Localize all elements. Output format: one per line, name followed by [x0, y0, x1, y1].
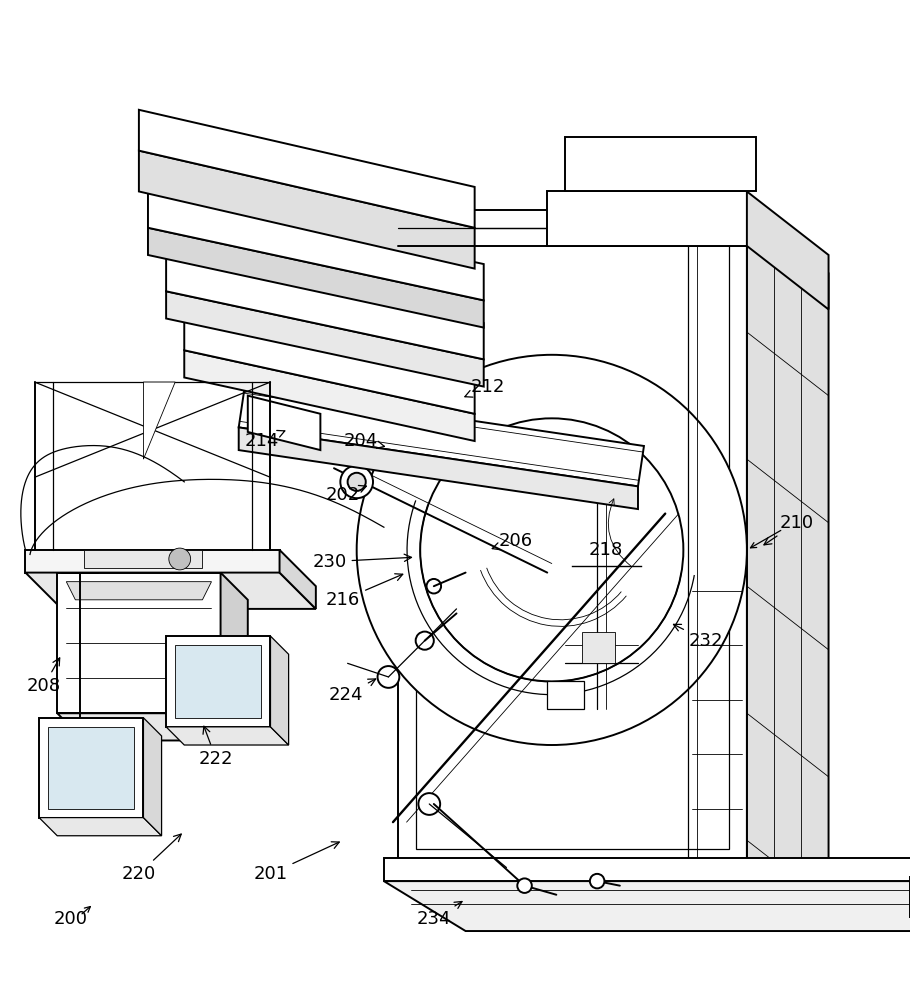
Polygon shape: [383, 881, 913, 931]
Circle shape: [348, 473, 366, 491]
Text: 216: 216: [326, 574, 403, 609]
Polygon shape: [238, 387, 644, 486]
Polygon shape: [26, 573, 316, 609]
Polygon shape: [279, 550, 316, 609]
Polygon shape: [221, 573, 247, 740]
Polygon shape: [84, 550, 203, 568]
Polygon shape: [166, 727, 289, 745]
Circle shape: [426, 579, 441, 593]
Text: 212: 212: [465, 378, 506, 397]
Polygon shape: [39, 718, 143, 818]
Text: 232: 232: [674, 624, 723, 650]
Polygon shape: [397, 868, 829, 931]
Text: 214: 214: [244, 430, 285, 450]
Polygon shape: [143, 718, 162, 836]
Text: 220: 220: [121, 834, 181, 883]
Text: 234: 234: [416, 901, 462, 928]
Polygon shape: [582, 632, 615, 663]
Circle shape: [590, 874, 604, 888]
Polygon shape: [383, 858, 913, 881]
Polygon shape: [148, 191, 484, 300]
Polygon shape: [565, 137, 756, 191]
Text: 201: 201: [254, 842, 340, 883]
Circle shape: [415, 632, 434, 650]
Polygon shape: [166, 291, 484, 387]
Circle shape: [420, 418, 683, 681]
Circle shape: [418, 793, 440, 815]
Text: 218: 218: [589, 541, 624, 559]
Circle shape: [169, 548, 191, 570]
Text: 206: 206: [492, 532, 532, 550]
Polygon shape: [747, 191, 829, 309]
Polygon shape: [184, 319, 475, 414]
Polygon shape: [238, 427, 638, 509]
Polygon shape: [166, 255, 484, 359]
Polygon shape: [48, 727, 134, 809]
Polygon shape: [247, 396, 320, 450]
Circle shape: [378, 666, 399, 688]
Polygon shape: [415, 228, 729, 849]
Text: 222: 222: [199, 726, 234, 768]
Polygon shape: [547, 191, 747, 246]
Polygon shape: [910, 877, 913, 917]
Polygon shape: [26, 550, 279, 573]
Text: 200: 200: [54, 910, 88, 928]
Polygon shape: [747, 210, 829, 931]
Text: 204: 204: [344, 432, 384, 450]
Polygon shape: [397, 210, 747, 868]
Polygon shape: [270, 636, 289, 745]
Polygon shape: [58, 573, 221, 713]
Circle shape: [518, 878, 531, 893]
Text: 224: 224: [329, 679, 375, 704]
Polygon shape: [67, 582, 212, 600]
Polygon shape: [39, 818, 162, 836]
Polygon shape: [58, 713, 247, 740]
Polygon shape: [139, 110, 475, 228]
Polygon shape: [166, 636, 270, 727]
Polygon shape: [547, 681, 583, 709]
Text: 210: 210: [764, 514, 813, 545]
Polygon shape: [139, 151, 475, 269]
Polygon shape: [184, 350, 475, 441]
Text: 230: 230: [312, 553, 412, 571]
Polygon shape: [148, 228, 484, 328]
Text: 202: 202: [326, 485, 366, 504]
Polygon shape: [175, 645, 261, 718]
Polygon shape: [143, 382, 175, 459]
Circle shape: [341, 466, 373, 498]
Circle shape: [357, 355, 747, 745]
Text: 208: 208: [26, 658, 60, 695]
